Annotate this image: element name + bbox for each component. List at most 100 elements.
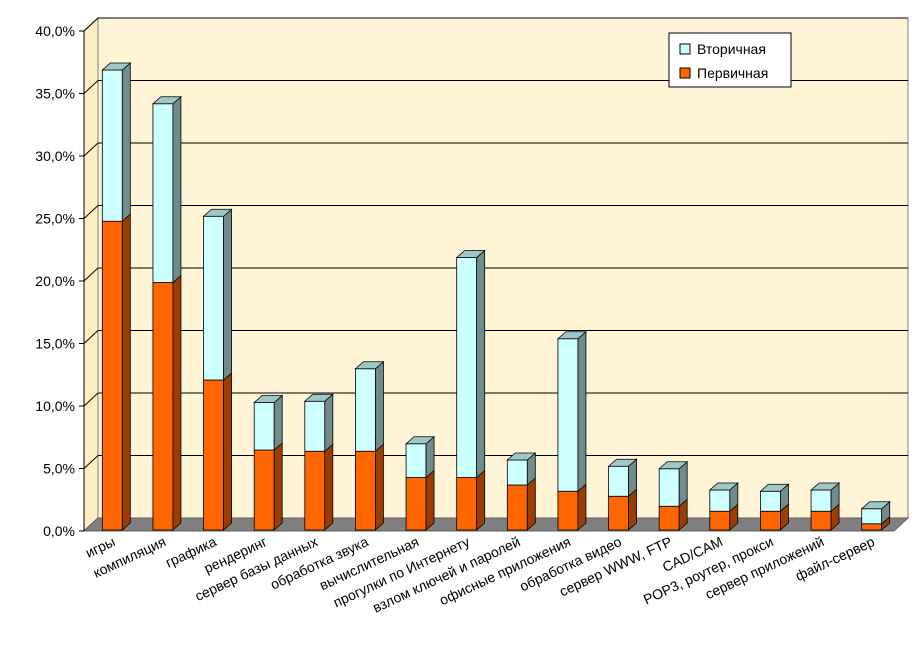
bar-primary-side-7 (425, 469, 435, 531)
bar-secondary-side-5 (324, 393, 334, 453)
y-tick-label: 15,0% (35, 336, 75, 352)
bar-secondary-side-6 (375, 360, 384, 453)
bar-top-13 (708, 482, 739, 491)
gridline-side (83, 330, 99, 344)
bar-top-2 (151, 96, 183, 105)
bar-2 (151, 95, 183, 531)
y-tick-label: 40,0% (35, 23, 75, 39)
legend-swatch-secondary (679, 43, 691, 55)
bar-top-3 (202, 208, 233, 217)
floor-top (82, 517, 910, 532)
bar-5 (303, 393, 334, 531)
bar-primary-3 (203, 379, 224, 531)
bar-secondary-10 (557, 338, 579, 492)
bar-primary-10 (557, 490, 579, 531)
bar-top-1 (101, 62, 132, 71)
bar-secondary-2 (152, 103, 174, 283)
bar-secondary-side-2 (172, 95, 182, 284)
bar-primary-side-6 (375, 443, 384, 531)
bar-primary-16 (861, 523, 883, 531)
y-tick-label: 0,0% (43, 523, 75, 539)
bar-primary-8 (456, 477, 478, 531)
bar-14 (759, 483, 790, 531)
bar-secondary-15 (810, 489, 832, 512)
bar-top-5 (303, 393, 334, 402)
bar-top-9 (506, 452, 537, 461)
bar-secondary-11 (608, 465, 629, 497)
chart-floor (82, 517, 910, 532)
gridline-side (83, 267, 99, 282)
gridline-side (83, 455, 99, 469)
gridline-side (83, 205, 99, 219)
y-tick-label: 30,0% (35, 148, 75, 164)
bar-3 (202, 208, 233, 531)
bar-12 (658, 460, 689, 531)
bar-primary-4 (253, 449, 275, 531)
bar-13 (708, 482, 739, 531)
bar-top-12 (658, 461, 689, 470)
legend-label-primary: Первичная (697, 65, 768, 81)
bar-primary-5 (304, 450, 326, 531)
bar-8 (455, 249, 486, 531)
y-tick-label: 5,0% (43, 461, 75, 477)
bar-top-6 (354, 361, 385, 370)
bar-secondary-8 (456, 257, 478, 478)
bar-primary-side-10 (577, 483, 587, 531)
bar-top-8 (455, 250, 486, 258)
bar-15 (809, 482, 841, 531)
bars (101, 62, 891, 531)
bar-top-16 (860, 501, 891, 510)
bar-secondary-5 (304, 400, 326, 452)
bar-top-11 (607, 458, 638, 467)
bar-secondary-14 (760, 490, 781, 512)
bar-6 (354, 360, 385, 531)
bar-primary-side-3 (223, 372, 232, 531)
bar-secondary-side-8 (476, 249, 486, 479)
bar-secondary-4 (253, 402, 275, 451)
gridline-side (83, 392, 99, 407)
y-tick-label: 35,0% (35, 86, 75, 102)
bar-primary-1 (101, 220, 123, 531)
bar-secondary-1 (101, 69, 123, 222)
bar-primary-14 (760, 510, 781, 531)
bar-primary-6 (355, 450, 376, 531)
gridline-side (83, 142, 99, 157)
bar-4 (253, 394, 284, 531)
bar-primary-2 (152, 282, 174, 531)
bar-9 (506, 452, 537, 531)
bar-primary-13 (709, 510, 731, 531)
bar-secondary-side-12 (678, 460, 688, 508)
bar-secondary-7 (405, 443, 427, 478)
gridline-side (83, 80, 99, 94)
bar-secondary-9 (506, 459, 528, 486)
bar-top-15 (809, 482, 841, 491)
bar-primary-7 (405, 477, 427, 531)
bar-top-7 (404, 436, 436, 445)
bar-top-10 (556, 331, 588, 340)
bar-secondary-12 (658, 468, 680, 507)
bar-secondary-side-10 (577, 330, 587, 493)
bar-11 (607, 458, 638, 531)
legend: Вторичная Первичная (668, 32, 792, 88)
y-tick-label: 20,0% (35, 273, 75, 289)
y-tick-label: 25,0% (35, 211, 75, 227)
bar-10 (556, 330, 588, 531)
bar-primary-side-5 (324, 443, 334, 531)
bar-primary-side-2 (172, 274, 182, 531)
bar-secondary-13 (709, 489, 731, 512)
bar-primary-side-4 (273, 442, 283, 531)
bar-primary-12 (658, 505, 680, 531)
y-tick-label: 10,0% (35, 398, 75, 414)
legend-label-secondary: Вторичная (697, 41, 766, 57)
bar-top-14 (759, 483, 790, 492)
bar-secondary-16 (861, 508, 883, 525)
bar-1 (101, 62, 132, 531)
bar-primary-11 (608, 495, 629, 531)
bar-primary-15 (810, 510, 832, 531)
bar-secondary-side-1 (121, 62, 131, 223)
legend-swatch-primary (679, 67, 691, 79)
bar-secondary-6 (355, 368, 376, 452)
bar-secondary-3 (203, 215, 224, 381)
